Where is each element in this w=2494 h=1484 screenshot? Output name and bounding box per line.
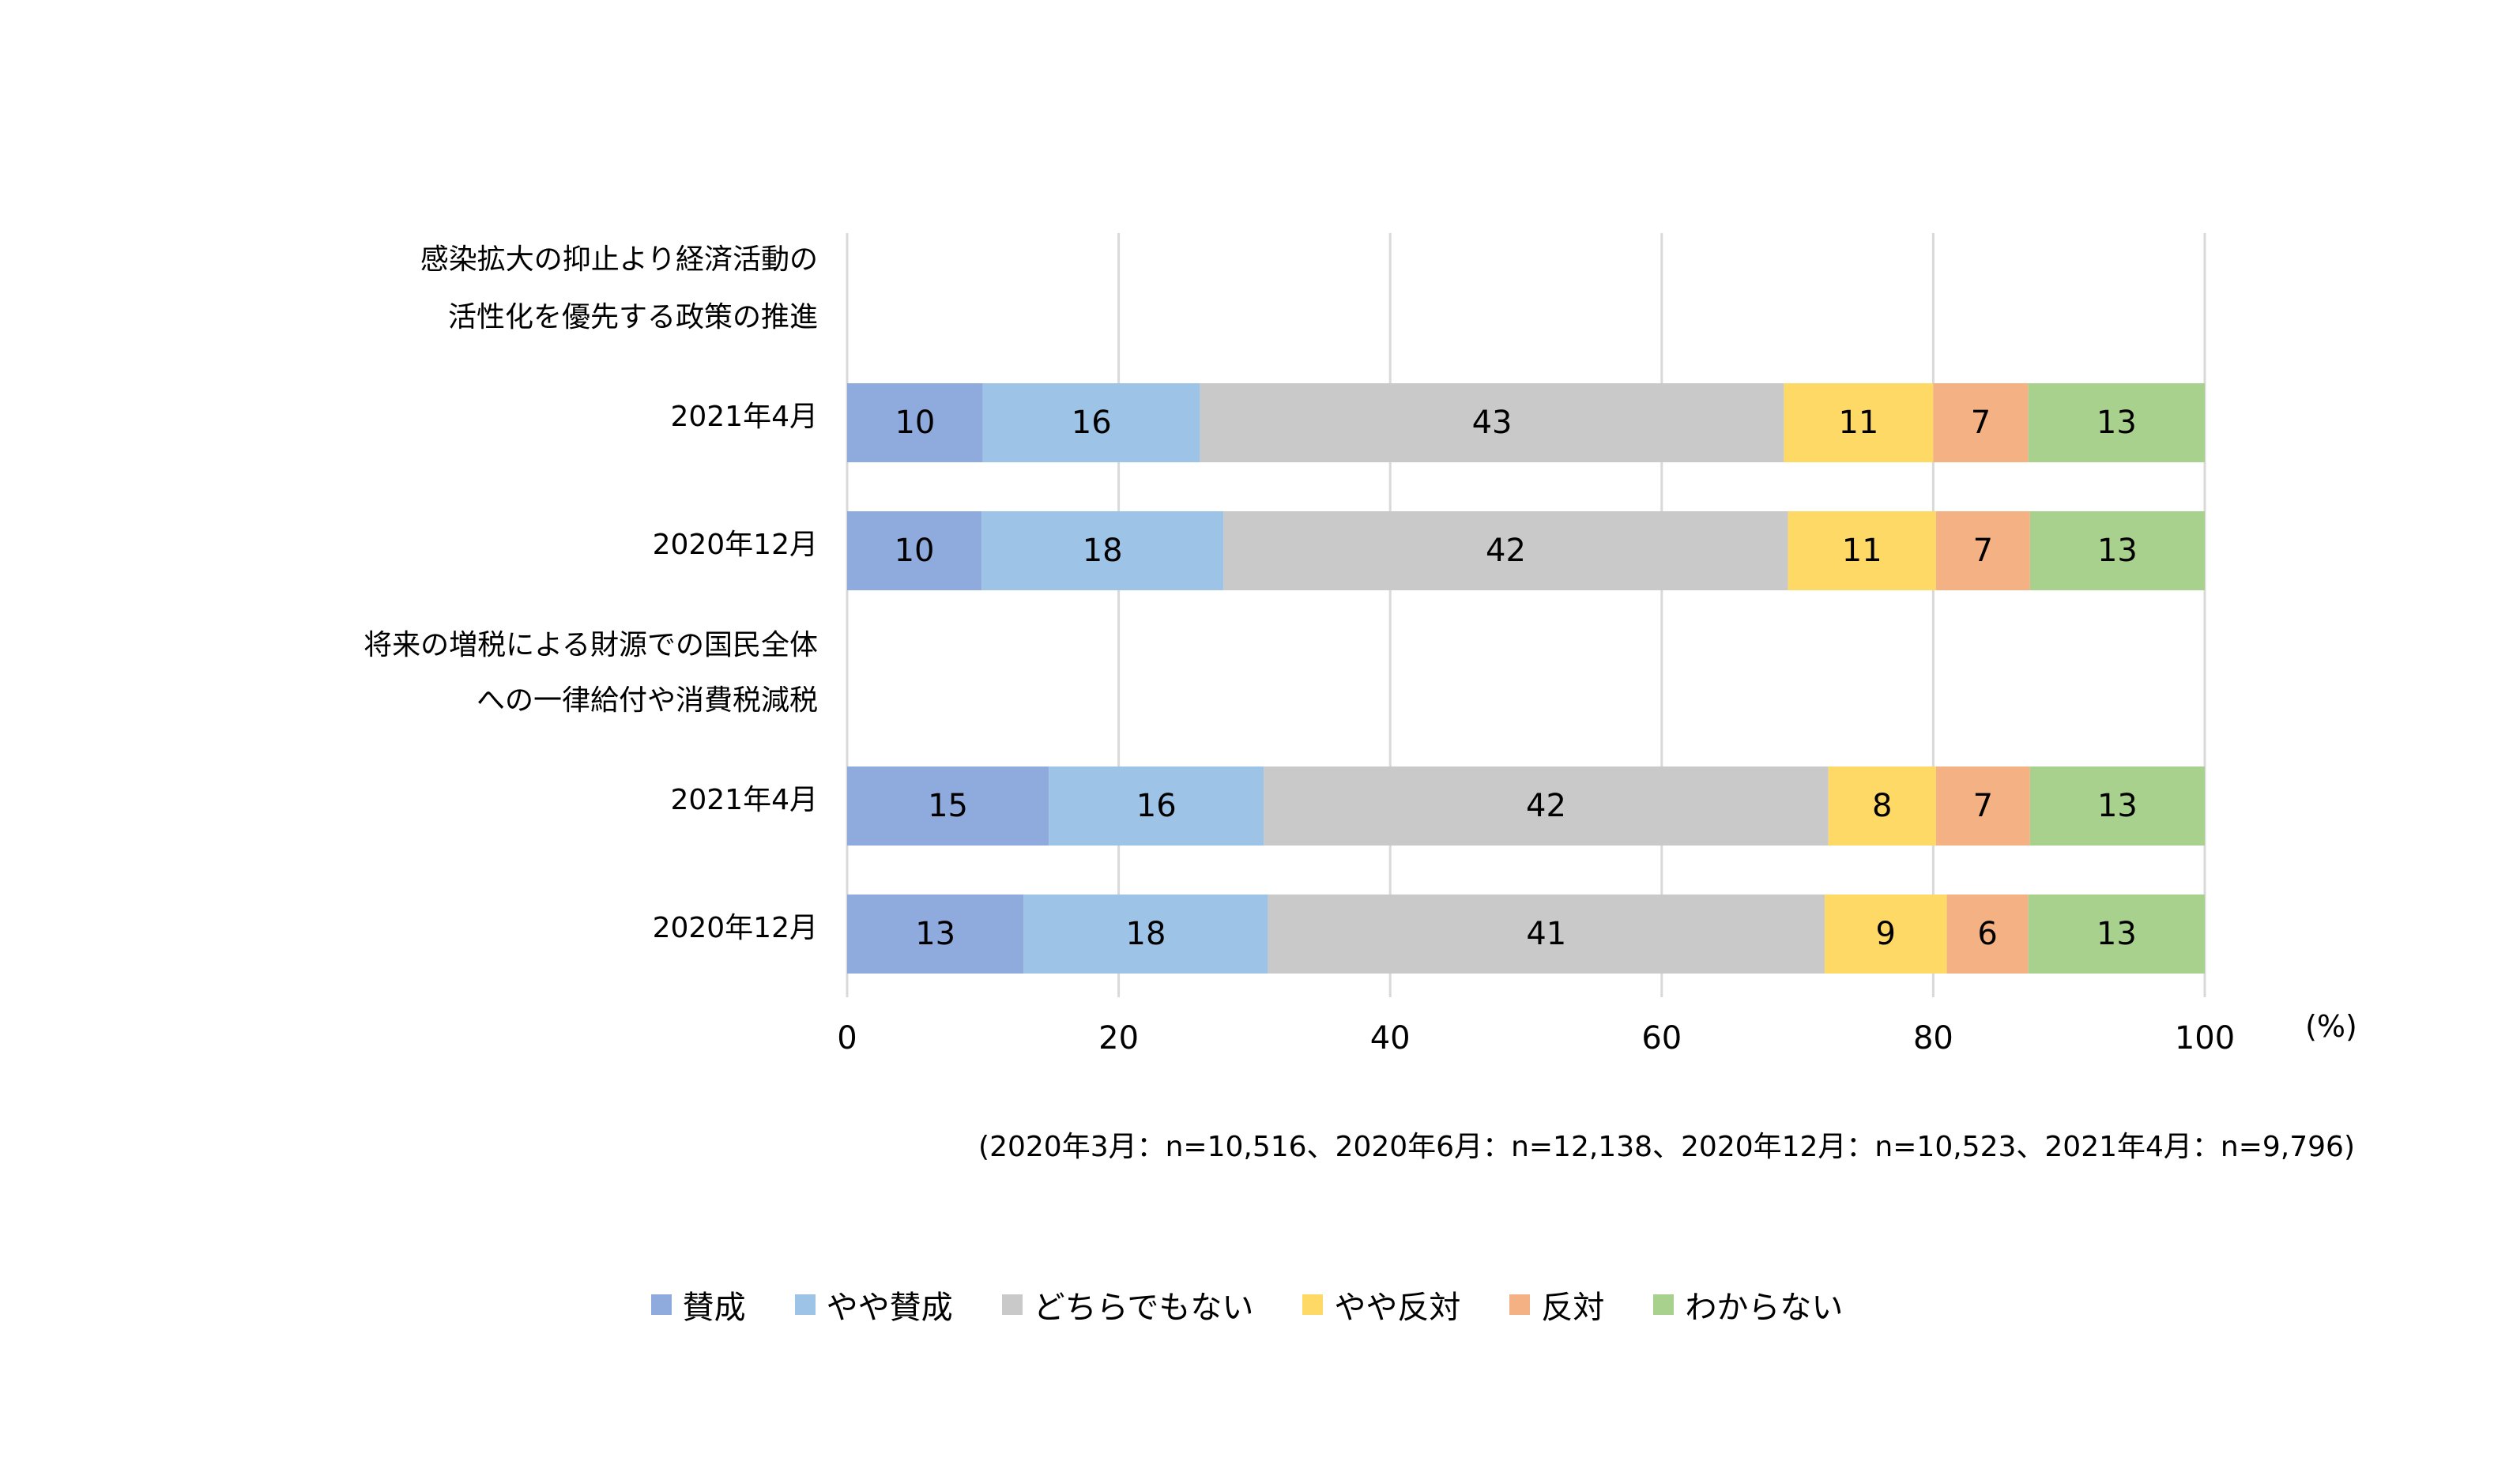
bar-segment	[1933, 383, 2029, 462]
bar-segment	[847, 766, 1049, 846]
bar-segment	[2028, 895, 2205, 974]
row-label: 2020年12月	[653, 912, 818, 944]
data-label: 15	[928, 788, 968, 824]
legend-swatch	[1509, 1294, 1531, 1315]
x-tick-label: 60	[1641, 1020, 1682, 1057]
legend-label: わからない	[1685, 1290, 1844, 1326]
x-tick-label: 20	[1098, 1020, 1139, 1057]
legend-swatch	[650, 1294, 672, 1315]
group-label-line: への一律給付や消費税減税	[477, 684, 818, 717]
legend-item: やや賛成	[794, 1282, 953, 1328]
data-label: 10	[895, 405, 935, 441]
data-label: 18	[1126, 916, 1166, 952]
bar-segment	[1223, 511, 1788, 590]
legend-item: 賛成	[650, 1282, 746, 1328]
legend-label: やや反対	[1334, 1290, 1461, 1326]
legend-swatch	[1653, 1294, 1675, 1315]
bar-segment	[2029, 511, 2205, 590]
legend: 賛成 やや賛成 どちらでもない やや反対 反対 わからない	[0, 1282, 2494, 1328]
group-label-line: 将来の増税による財源での国民全体	[364, 629, 818, 661]
x-tick-label: 40	[1370, 1020, 1411, 1057]
data-label: 13	[2097, 533, 2138, 569]
legend-label: 賛成	[682, 1290, 746, 1326]
legend-label: 反対	[1541, 1290, 1605, 1326]
data-label: 41	[1526, 916, 1566, 952]
data-label: 9	[1876, 916, 1896, 952]
data-label: 18	[1083, 533, 1123, 569]
x-axis-unit: (%)	[2305, 1009, 2357, 1044]
data-label: 8	[1872, 788, 1892, 824]
data-label: 11	[1842, 533, 1882, 569]
data-label: 10	[895, 533, 935, 569]
bar-segment	[1264, 766, 1829, 846]
legend-label: どちらでもない	[1033, 1290, 1254, 1326]
data-label: 6	[1977, 916, 1997, 952]
bar-segment	[847, 511, 982, 590]
legend-item: どちらでもない	[1001, 1282, 1254, 1328]
data-label: 13	[2097, 788, 2138, 824]
legend-swatch	[1302, 1294, 1324, 1315]
bar-segment	[1200, 383, 1784, 462]
bar-segment	[1788, 511, 1936, 590]
data-label: 16	[1072, 405, 1112, 441]
row-label: 2021年4月	[670, 784, 818, 816]
legend-label: やや賛成	[826, 1290, 953, 1326]
row-label: 2021年4月	[670, 401, 818, 433]
bar-segment	[1824, 895, 1947, 974]
group-label-line: 感染拡大の抑止より経済活動の	[420, 243, 818, 276]
bar-segment	[2029, 766, 2205, 846]
x-tick-label: 100	[2175, 1020, 2235, 1057]
group-label-line: 活性化を優先する政策の推進	[448, 301, 818, 333]
bar-segment	[1049, 766, 1264, 846]
data-label: 7	[1973, 788, 1993, 824]
data-label: 16	[1136, 788, 1177, 824]
data-label: 13	[915, 916, 955, 952]
legend-item: わからない	[1653, 1282, 1843, 1328]
data-label: 7	[1973, 533, 1993, 569]
bar-segment	[2028, 383, 2205, 462]
row-label: 2020年12月	[653, 529, 818, 561]
bar-segment	[847, 895, 1024, 974]
bar-segment	[1828, 766, 1936, 846]
x-tick-label: 0	[837, 1020, 857, 1057]
bar-segment	[1784, 383, 1934, 462]
legend-swatch	[794, 1294, 816, 1315]
sample-size-note: (2020年3月：n=10,516、2020年6月：n=12,138、2020年…	[978, 1131, 2355, 1163]
data-label: 43	[1472, 405, 1513, 441]
bar-segment	[982, 383, 1200, 462]
bar-segment	[1935, 766, 2030, 846]
data-label: 11	[1838, 405, 1878, 441]
legend-swatch	[1001, 1294, 1023, 1315]
bar-segment	[1946, 895, 2029, 974]
data-label: 13	[2097, 916, 2137, 952]
bar-segment	[981, 511, 1224, 590]
data-label: 13	[2097, 405, 2137, 441]
bar-segment	[1935, 511, 2030, 590]
data-label: 7	[1971, 405, 1991, 441]
data-label: 42	[1486, 533, 1526, 569]
legend-item: 反対	[1509, 1282, 1604, 1328]
legend-item: やや反対	[1302, 1282, 1460, 1328]
bar-segment	[1023, 895, 1268, 974]
data-label: 42	[1526, 788, 1566, 824]
bar-segment	[847, 383, 983, 462]
x-tick-label: 80	[1913, 1020, 1953, 1057]
bar-segment	[1268, 895, 1825, 974]
